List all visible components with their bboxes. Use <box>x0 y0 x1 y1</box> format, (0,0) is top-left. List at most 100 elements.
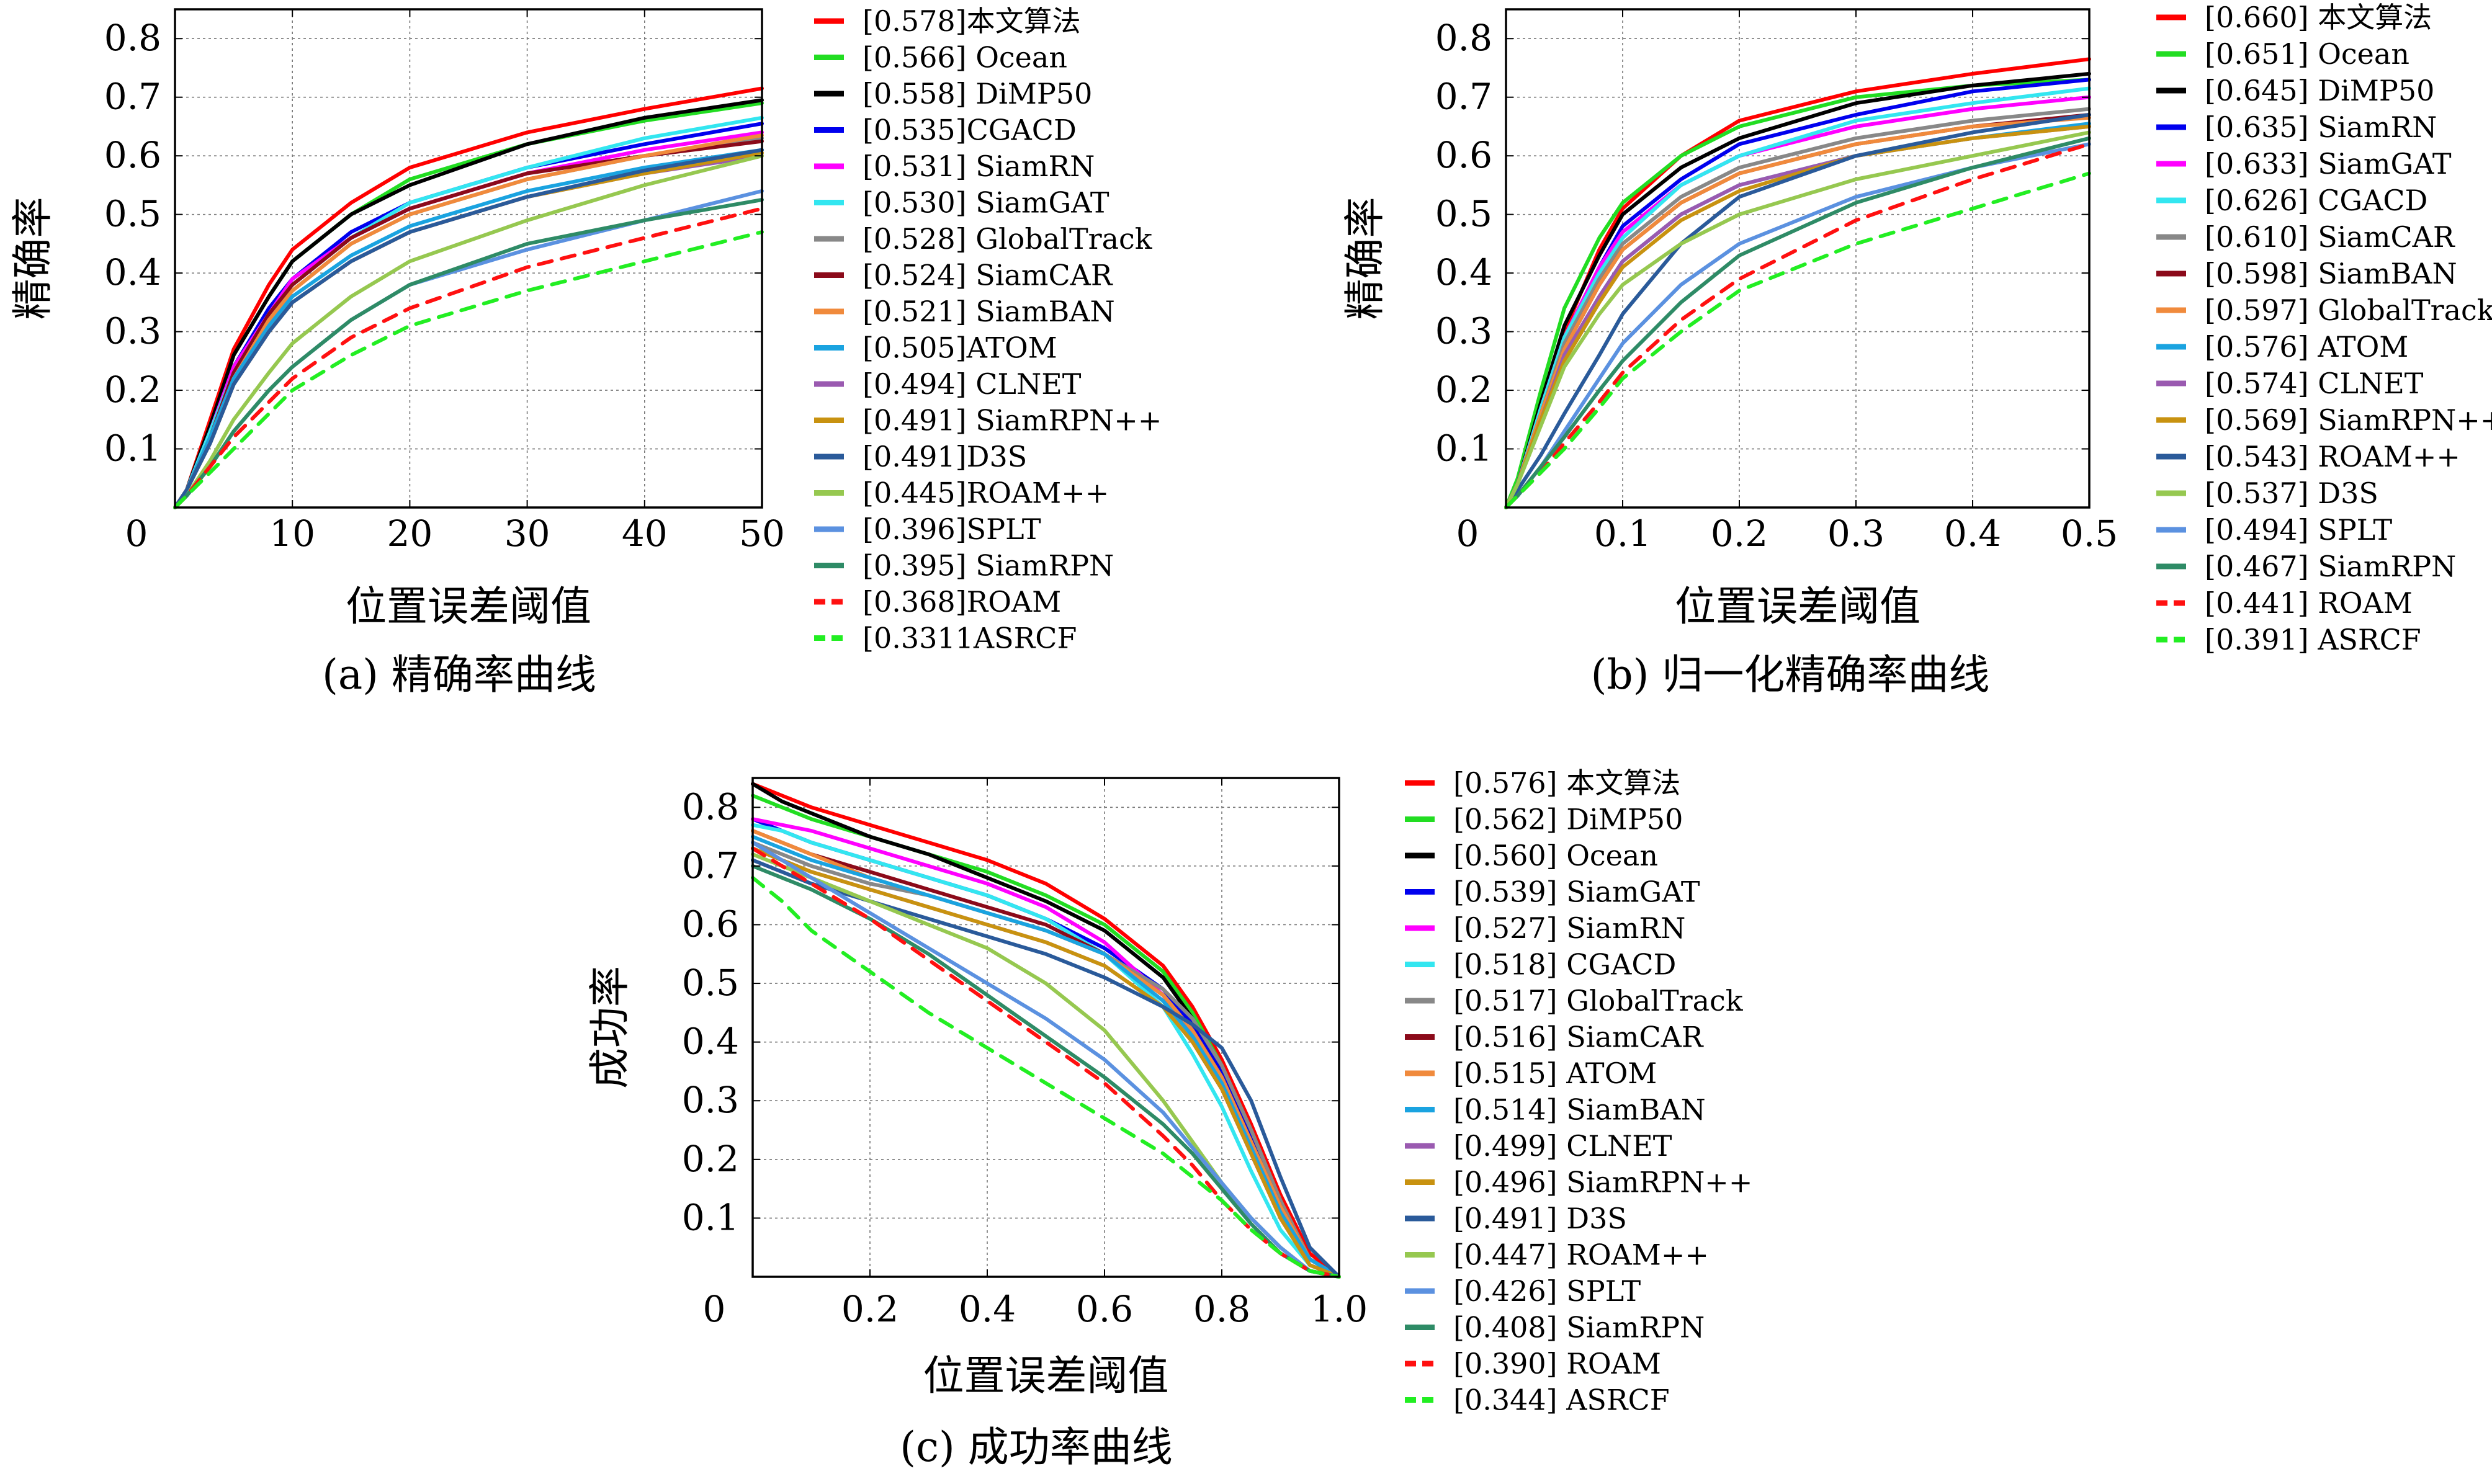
legend-label: [0.524] SiamCAR <box>863 259 1113 292</box>
legend-label: [0.491]D3S <box>863 440 1027 473</box>
series-line <box>1504 124 2091 509</box>
x-tick-label: 20 <box>387 512 433 555</box>
series-line <box>173 230 764 509</box>
series-line <box>173 198 764 509</box>
x-axis-label: 位置误差阈值 <box>1675 583 1921 630</box>
panel-caption: (b) 归一化精确率曲线 <box>1591 651 1990 699</box>
legend-label: [0.576] ATOM <box>2205 330 2408 364</box>
series-line <box>1504 78 2091 509</box>
legend-label: [0.516] SiamCAR <box>1453 1021 1704 1054</box>
x-tick-label: 0.4 <box>1944 512 2001 555</box>
legend-label: [0.491] D3S <box>1453 1202 1627 1235</box>
legend-label: [0.496] SiamRPN++ <box>1453 1166 1752 1199</box>
x-tick-label: 0.6 <box>1076 1288 1133 1330</box>
legend-label: [0.576] 本文算法 <box>1453 766 1680 800</box>
x-tick-label: 30 <box>504 512 550 555</box>
legend-label: [0.396]SPLT <box>863 512 1041 546</box>
series-line <box>1504 124 2091 509</box>
legend-label: [0.527] SiamRN <box>1453 911 1685 945</box>
y-tick-label: 0.1 <box>104 427 161 470</box>
panel-caption: (a) 精确率曲线 <box>322 651 596 699</box>
legend-label: [0.517] GlobalTrack <box>1453 984 1744 1017</box>
x-tick-label: 0 <box>125 512 148 555</box>
x-tick-label: 0.4 <box>959 1288 1016 1330</box>
series-line <box>751 858 1341 1279</box>
plot-frame <box>1505 8 2091 509</box>
legend-label: [0.574] CLNET <box>2205 367 2424 400</box>
series-line <box>751 782 1341 1279</box>
x-tick-label: 50 <box>739 512 785 555</box>
x-tick-label: 0.2 <box>1711 512 1768 555</box>
legend-label: [0.499] CLNET <box>1453 1129 1672 1163</box>
legend-label: [0.368]ROAM <box>863 585 1061 619</box>
series-line <box>173 122 764 509</box>
y-tick-label: 0.8 <box>1435 17 1492 59</box>
legend-label: [0.3311ASRCF <box>863 622 1077 655</box>
legend-label: [0.441] ROAM <box>2205 586 2413 620</box>
series-line <box>751 834 1341 1279</box>
legend-label: [0.531] SiamRN <box>863 150 1095 183</box>
x-tick-label: 10 <box>269 512 315 555</box>
legend-label: [0.494] SPLT <box>2205 513 2392 547</box>
y-tick-label: 0.5 <box>1435 193 1492 235</box>
y-tick-label: 0.6 <box>104 134 161 176</box>
legend-label: [0.598] SiamBAN <box>2205 257 2457 290</box>
y-tick-label: 0.4 <box>682 1021 739 1063</box>
x-tick-label: 0 <box>1456 512 1479 555</box>
y-tick-label: 0.2 <box>1435 369 1492 411</box>
legend-label: [0.505]ATOM <box>863 331 1057 365</box>
plot-frame <box>174 8 763 509</box>
legend-label: [0.626] CGACD <box>2205 184 2427 217</box>
legend-label: [0.426] SPLT <box>1453 1274 1641 1308</box>
series-line <box>751 829 1341 1279</box>
series-line <box>173 207 764 509</box>
legend-label: [0.539] SiamGAT <box>1453 875 1700 909</box>
legend-label: [0.645] DiMP50 <box>2205 74 2434 107</box>
series-line <box>751 829 1341 1279</box>
y-axis-label: 精确率 <box>1341 197 1389 320</box>
chart-panel-b: 0 0.1 0.2 0.3 0.4 0.5 0.1 0.2 0.3 0.4 0.5 0.6 0.7 0.8… <box>1341 1 2492 699</box>
y-tick-label: 0.7 <box>682 844 739 887</box>
x-axis-label: 位置误差阈值 <box>923 1352 1169 1400</box>
legend-label: [0.518] CGACD <box>1453 948 1676 981</box>
y-tick-label: 0.3 <box>682 1079 739 1121</box>
legend-label: [0.447] ROAM++ <box>1453 1238 1709 1272</box>
y-tick-label: 0.3 <box>104 310 161 352</box>
legend-label: [0.395] SiamRPN <box>863 549 1114 583</box>
legend-label: [0.344] ASRCF <box>1453 1383 1670 1417</box>
legend-label: [0.651] Ocean <box>2205 37 2409 71</box>
panel-caption: (c) 成功率曲线 <box>900 1423 1172 1471</box>
y-tick-label: 0.6 <box>682 903 739 945</box>
series-line <box>173 189 764 509</box>
y-tick-label: 0.5 <box>104 193 161 235</box>
legend-label: [0.491] SiamRPN++ <box>863 404 1162 437</box>
legend-label: [0.515] ATOM <box>1453 1057 1657 1090</box>
y-tick-label: 0.7 <box>104 76 161 118</box>
y-tick-label: 0.1 <box>682 1196 739 1238</box>
series-line <box>751 846 1341 1279</box>
y-axis-label: 精确率 <box>9 197 56 320</box>
series-line <box>173 154 764 509</box>
x-tick-label: 0.5 <box>2061 512 2118 555</box>
legend-label: [0.494] CLNET <box>863 367 1082 401</box>
legend-label: [0.390] ROAM <box>1453 1347 1661 1380</box>
series-line <box>1504 130 2091 509</box>
legend-label: [0.578]本文算法 <box>863 4 1081 38</box>
legend-label: [0.566] Ocean <box>863 41 1067 74</box>
legend-label: [0.391] ASRCF <box>2205 623 2421 656</box>
y-axis-label: 成功率 <box>586 966 634 1089</box>
y-tick-label: 0.8 <box>682 785 739 828</box>
x-tick-label: 0.2 <box>841 1288 899 1330</box>
legend-label: [0.569] SiamRPN++ <box>2205 403 2492 437</box>
legend-label: [0.558] DiMP50 <box>863 77 1092 110</box>
legend-label: [0.635] SiamRN <box>2205 110 2437 144</box>
series-line <box>1504 171 2091 509</box>
legend-label: [0.543] ROAM++ <box>2205 440 2460 473</box>
series-line <box>1504 113 2091 509</box>
x-tick-label: 1.0 <box>1311 1288 1368 1330</box>
y-tick-label: 0.8 <box>104 17 161 59</box>
x-tick-label: 0 <box>703 1288 726 1330</box>
chart-panel-a: 0 10 20 30 40 50 0.1 0.2 0.3 0.4 0.5 0.6 0.7 0.8 位置误差阈… <box>9 4 1162 699</box>
series-line <box>751 782 1341 1279</box>
